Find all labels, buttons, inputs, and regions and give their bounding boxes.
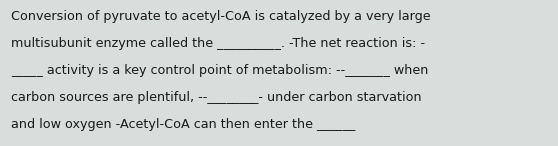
Text: Conversion of pyruvate to acetyl-CoA is catalyzed by a very large: Conversion of pyruvate to acetyl-CoA is … <box>11 10 431 23</box>
Text: carbon sources are plentiful, --________- under carbon starvation: carbon sources are plentiful, --________… <box>11 91 422 104</box>
Text: multisubunit enzyme called the __________. -The net reaction is: -: multisubunit enzyme called the _________… <box>11 37 425 50</box>
Text: and low oxygen -Acetyl-CoA can then enter the ______: and low oxygen -Acetyl-CoA can then ente… <box>11 118 355 131</box>
Text: _____ activity is a key control point of metabolism: --_______ when: _____ activity is a key control point of… <box>11 64 429 77</box>
